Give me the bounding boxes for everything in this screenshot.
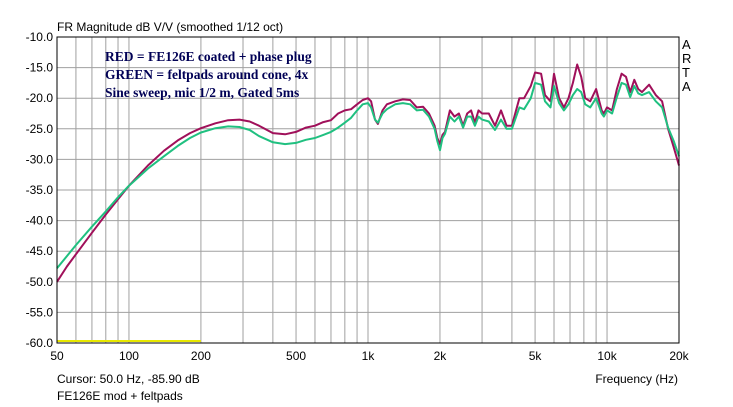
x-tick-label: 1k (362, 349, 376, 363)
y-tick-label: -15.0 (26, 61, 54, 75)
y-tick-label: -55.0 (26, 305, 54, 319)
cursor-readout: Cursor: 50.0 Hz, -85.90 dB (57, 372, 200, 386)
y-tick-label: -60.0 (26, 336, 54, 350)
annotation-box: RED = FE126E coated + phase plug GREEN =… (105, 49, 312, 100)
series-group (56, 63, 680, 283)
x-tick-label: 500 (286, 349, 306, 363)
grid-lines (57, 37, 679, 343)
y-tick-label: -25.0 (26, 122, 54, 136)
y-tick-label: -10.0 (26, 30, 54, 44)
annotation-line-sweep: Sine sweep, mic 1/2 m, Gated 5ms (105, 85, 299, 100)
x-axis-label: Frequency (Hz) (595, 372, 678, 386)
plot-frame (56, 36, 680, 344)
side-label: A R T A (682, 37, 691, 94)
series-line-green (56, 81, 680, 269)
side-letter-a2: A (682, 79, 691, 94)
x-tick-label: 2k (434, 349, 448, 363)
x-tick-label: 10k (597, 349, 617, 363)
side-letter-t: T (682, 65, 690, 80)
x-tick-label: 100 (119, 349, 139, 363)
y-tick-label: -45.0 (26, 244, 54, 258)
annotation-line-green: GREEN = feltpads around cone, 4x (105, 67, 308, 82)
y-tick-label: -50.0 (26, 275, 54, 289)
x-tick-label: 200 (191, 349, 211, 363)
y-tick-label: -20.0 (26, 91, 54, 105)
side-letter-r: R (682, 51, 691, 66)
side-letter-a1: A (682, 37, 691, 52)
y-tick-label: -30.0 (26, 152, 54, 166)
chart-title: FR Magnitude dB V/V (smoothed 1/12 oct) (57, 20, 283, 34)
x-tick-label: 5k (529, 349, 543, 363)
x-tick-label: 20k (669, 349, 689, 363)
measurement-name: FE126E mod + feltpads (57, 389, 183, 403)
y-tick-label: -35.0 (26, 183, 54, 197)
series-line-red (56, 63, 680, 283)
x-tick-label: 50 (50, 349, 64, 363)
tick-labels: -10.0 -15.0 -20.0 -25.0 -30.0 -35.0 -40.0 -45.0… (26, 30, 690, 363)
y-tick-label: -40.0 (26, 214, 54, 228)
annotation-line-red: RED = FE126E coated + phase plug (105, 49, 312, 64)
